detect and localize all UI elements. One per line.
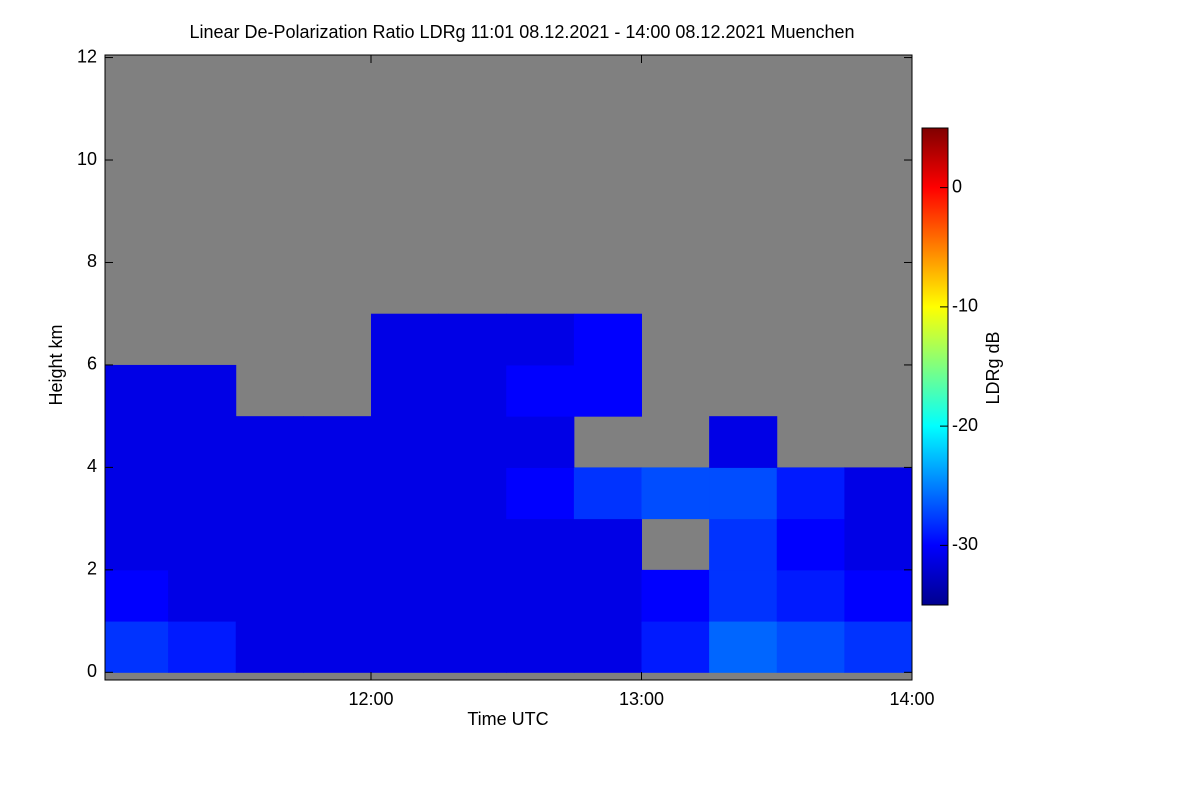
y-axis-label: Height km	[46, 324, 66, 405]
heatmap-cell	[438, 518, 507, 571]
y-tick-label: 12	[77, 46, 97, 66]
heatmap-cell	[709, 621, 778, 673]
y-tick-label: 4	[87, 456, 97, 476]
heatmap-cell	[303, 569, 372, 622]
heatmap-cell	[438, 569, 507, 622]
heatmap-cell	[709, 467, 778, 520]
heatmap-cell	[168, 569, 237, 622]
heatmap-cell	[303, 467, 372, 520]
y-tick-label: 2	[87, 559, 97, 579]
heatmap-cell	[438, 621, 507, 673]
colorbar	[921, 127, 949, 606]
heatmap-cell	[573, 518, 642, 571]
y-tick-label: 8	[87, 251, 97, 271]
heatmap-cell	[235, 518, 304, 571]
x-axis-label: Time UTC	[467, 709, 548, 729]
heatmap-cell	[776, 518, 845, 571]
heatmap-cell	[709, 416, 778, 468]
heatmap-cell	[844, 621, 913, 673]
colorbar-tick-label: 0	[952, 176, 962, 196]
heatmap-cell	[168, 467, 237, 520]
heatmap-cell	[438, 313, 507, 366]
heatmap-cell	[438, 467, 507, 520]
heatmap-cell	[776, 467, 845, 520]
heatmap-cell	[506, 364, 575, 417]
heatmap-cell	[438, 416, 507, 468]
heatmap-cell	[709, 569, 778, 622]
heatmap-cell	[506, 467, 575, 520]
y-tick-label: 6	[87, 354, 97, 374]
heatmap-cell	[168, 518, 237, 571]
y-tick-label: 10	[77, 149, 97, 169]
heatmap-cell	[438, 364, 507, 417]
x-tick-label: 13:00	[619, 689, 664, 709]
heatmap-cell	[303, 416, 372, 468]
heatmap-cell	[303, 621, 372, 673]
heatmap-cell	[235, 621, 304, 673]
colorbar-tick-label: -10	[952, 296, 978, 316]
heatmap-cell	[506, 313, 575, 366]
heatmap-cell	[235, 569, 304, 622]
heatmap-cell	[303, 518, 372, 571]
heatmap-cell	[573, 313, 642, 366]
heatmap-cell	[370, 313, 440, 366]
colorbar-tick-label: -30	[952, 534, 978, 554]
x-tick-label: 12:00	[348, 689, 393, 709]
heatmap-cell	[709, 518, 778, 571]
heatmap-cell	[105, 467, 169, 520]
heatmap-cell	[168, 416, 237, 468]
heatmap-cell	[235, 467, 304, 520]
heatmap-cell	[844, 569, 913, 622]
heatmap-cell	[641, 621, 710, 673]
colorbar-tick-label: -20	[952, 415, 978, 435]
heatmap-cell	[168, 364, 237, 417]
heatmap-cell	[105, 621, 169, 673]
heatmap-cell	[370, 416, 440, 468]
heatmap-cell	[370, 621, 440, 673]
heatmap-cell	[105, 416, 169, 468]
heatmap-cell	[105, 569, 169, 622]
heatmap-cell	[844, 467, 913, 520]
heatmap-cell	[641, 467, 710, 520]
heatmap-cell	[506, 569, 575, 622]
heatmap-cell	[573, 621, 642, 673]
heatmap-cell	[506, 518, 575, 571]
heatmap-cell	[776, 621, 845, 673]
chart-title: Linear De-Polarization Ratio LDRg 11:01 …	[189, 22, 854, 42]
heatmap-cell	[573, 364, 642, 417]
heatmap-cell	[776, 569, 845, 622]
heatmap-cell	[105, 364, 169, 417]
heatmap-cell	[370, 364, 440, 417]
heatmap-cell	[370, 467, 440, 520]
heatmap-cell	[235, 416, 304, 468]
heatmap-cell	[506, 621, 575, 673]
heatmap-cell	[168, 621, 237, 673]
heatmap-cell	[370, 518, 440, 571]
plot-frame	[104, 54, 913, 681]
heatmap-cell	[573, 569, 642, 622]
colorbar-label: LDRg dB	[983, 331, 1003, 404]
heatmap-cell	[506, 416, 575, 468]
heatmap-cell	[105, 518, 169, 571]
heatmap-cell	[641, 569, 710, 622]
heatmap-cell	[370, 569, 440, 622]
heatmap-cell	[844, 518, 913, 571]
y-tick-label: 0	[87, 661, 97, 681]
x-tick-label: 14:00	[889, 689, 934, 709]
heatmap-cell	[573, 467, 642, 520]
